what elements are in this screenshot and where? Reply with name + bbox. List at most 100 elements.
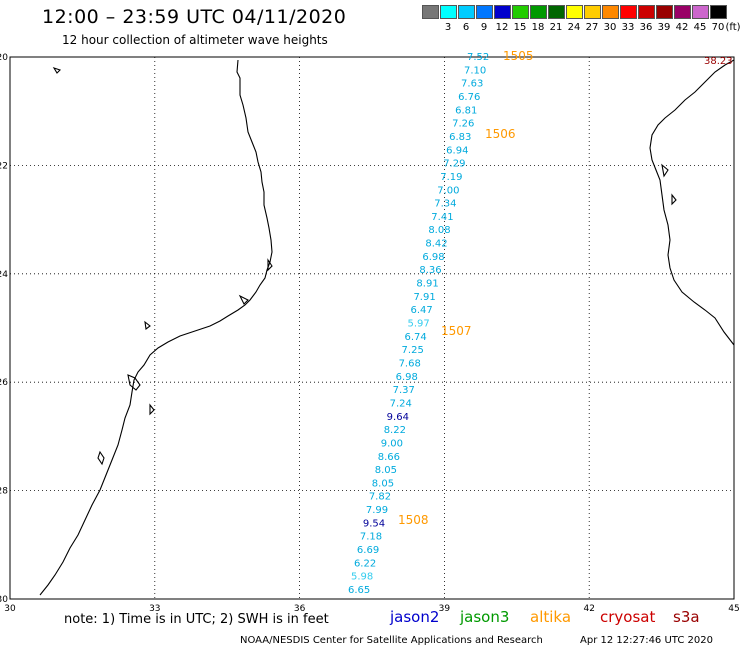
wave-height-label: 7.37 (393, 385, 415, 396)
latitude-tick-label: -24 (0, 270, 8, 280)
wave-height-label: 7.19 (440, 172, 462, 183)
legend-label: 15 (513, 22, 527, 33)
wave-height-track: 7.52 7.10 7.63 6.76 6.81 7.26 6.83 6.94 7.29 7.19… (348, 52, 489, 596)
latitude-tick-label: -30 (0, 595, 8, 605)
latitude-tick-label: -28 (0, 487, 8, 497)
longitude-tick-label: 39 (439, 604, 451, 614)
wave-height-label: 7.18 (360, 532, 382, 543)
legend-swatch (530, 5, 547, 19)
chart-title: 12:00 – 23:59 UTC 04/11/2020 (42, 6, 347, 28)
wave-height-label: 6.81 (455, 105, 477, 116)
wave-height-label: 8.66 (378, 452, 400, 463)
legend-swatch (512, 5, 529, 19)
wave-height-label: 6.94 (446, 145, 468, 156)
wave-height-label: 8.22 (384, 425, 406, 436)
legend-swatch (584, 5, 601, 19)
wave-height-label: 9.64 (387, 412, 409, 423)
legend-label: 36 (639, 22, 653, 33)
wave-height-label: 6.22 (354, 558, 376, 569)
wave-height-label: 8.42 (425, 239, 447, 250)
wave-height-label: 6.69 (357, 545, 379, 556)
legend-label: 18 (531, 22, 545, 33)
wave-height-label: 7.63 (461, 79, 483, 90)
satellite-name-jason3: jason3 (460, 608, 510, 626)
longitude-tick-label: 30 (4, 604, 16, 614)
wave-height-label: 6.76 (458, 92, 480, 103)
satellite-name-s3a: s3a (673, 608, 700, 626)
legend-label: 39 (657, 22, 671, 33)
legend-swatch (674, 5, 691, 19)
legend-label: 70 (711, 22, 725, 33)
wave-height-label: 8.91 (416, 279, 438, 290)
wave-height-label: 7.29 (443, 159, 465, 170)
wave-height-label: 9.00 (381, 438, 403, 449)
satellite-name-jason2: jason2 (390, 608, 440, 626)
footer-note: note: 1) Time is in UTC; 2) SWH is in fe… (64, 612, 329, 627)
longitude-tick-label: 36 (294, 604, 306, 614)
wave-height-label: 6.98 (422, 252, 444, 263)
satellite-name-cryosat: cryosat (600, 608, 656, 626)
wave-height-label: 7.82 (369, 492, 391, 503)
map-frame (9, 56, 735, 600)
wave-height-label: 7.10 (464, 65, 486, 76)
latitude-tick-label: -20 (0, 53, 8, 63)
satellite-name-altika: altika (530, 608, 572, 626)
legend-swatch (656, 5, 673, 19)
corner-wave-height: 38.23 (704, 56, 733, 67)
map-gridlines (10, 57, 734, 599)
legend-label: 21 (549, 22, 563, 33)
legend-label: 33 (621, 22, 635, 33)
wave-height-label: 6.98 (396, 372, 418, 383)
wave-height-label: 5.98 (351, 572, 373, 583)
legend-swatch (710, 5, 727, 19)
legend-swatch (458, 5, 475, 19)
legend-swatch (692, 5, 709, 19)
wave-height-label: 7.99 (366, 505, 388, 516)
wave-height-label: 7.25 (402, 345, 424, 356)
wave-height-label: 7.41 (431, 212, 453, 223)
wave-height-label: 8.08 (428, 225, 450, 236)
legend-swatch (440, 5, 457, 19)
wave-height-label: 9.54 (363, 518, 385, 529)
color-scale-legend: 3 6 9 12 15 18 21 24 27 30 33 36 39 42 45 70 (ft) (422, 5, 740, 35)
longitude-tick-label: 33 (149, 604, 160, 614)
legend-swatch (638, 5, 655, 19)
pass-number-label: 1505 (503, 49, 534, 63)
legend-label: 12 (495, 22, 509, 33)
pass-number-label: 1506 (485, 127, 516, 141)
legend-unit: (ft) (725, 22, 740, 33)
pass-number-label: 1507 (441, 324, 472, 338)
wave-height-label: 7.68 (399, 358, 421, 369)
wave-height-label: 5.97 (408, 319, 430, 330)
wave-height-label: 6.83 (449, 132, 471, 143)
wave-height-label: 7.91 (413, 292, 435, 303)
legend-swatch (602, 5, 619, 19)
pass-number-label: 1508 (398, 513, 429, 527)
latitude-tick-label: -26 (0, 378, 8, 388)
latitude-tick-label: -22 (0, 161, 8, 171)
legend-label: 30 (603, 22, 617, 33)
longitude-tick-label: 42 (583, 604, 594, 614)
generated-timestamp: Apr 12 12:27:46 UTC 2020 (580, 635, 713, 646)
wave-height-label: 8.05 (375, 465, 397, 476)
legend-label: 45 (693, 22, 707, 33)
chart-subtitle: 12 hour collection of altimeter wave hei… (62, 33, 328, 47)
legend-swatch (476, 5, 493, 19)
wave-height-label: 8.36 (419, 265, 441, 276)
longitude-tick-label: 45 (728, 604, 739, 614)
legend-label: 27 (585, 22, 599, 33)
legend-label: 6 (462, 22, 470, 33)
wave-height-label: 6.74 (405, 332, 427, 343)
legend-swatch (548, 5, 565, 19)
wave-height-label: 6.65 (348, 585, 370, 596)
legend-label: 3 (444, 22, 452, 33)
wave-height-label: 7.52 (467, 52, 489, 63)
map-tick-labels: 30 33 36 39 42 45 -20 -22 -24 -26 -28 -30 (0, 53, 740, 614)
legend-swatch (494, 5, 511, 19)
coastline-madagascar (649, 59, 735, 346)
credit-line: NOAA/NESDIS Center for Satellite Applica… (240, 635, 543, 646)
wave-height-label: 6.47 (410, 305, 432, 316)
legend-swatch (620, 5, 637, 19)
coastline-africa (39, 59, 273, 596)
